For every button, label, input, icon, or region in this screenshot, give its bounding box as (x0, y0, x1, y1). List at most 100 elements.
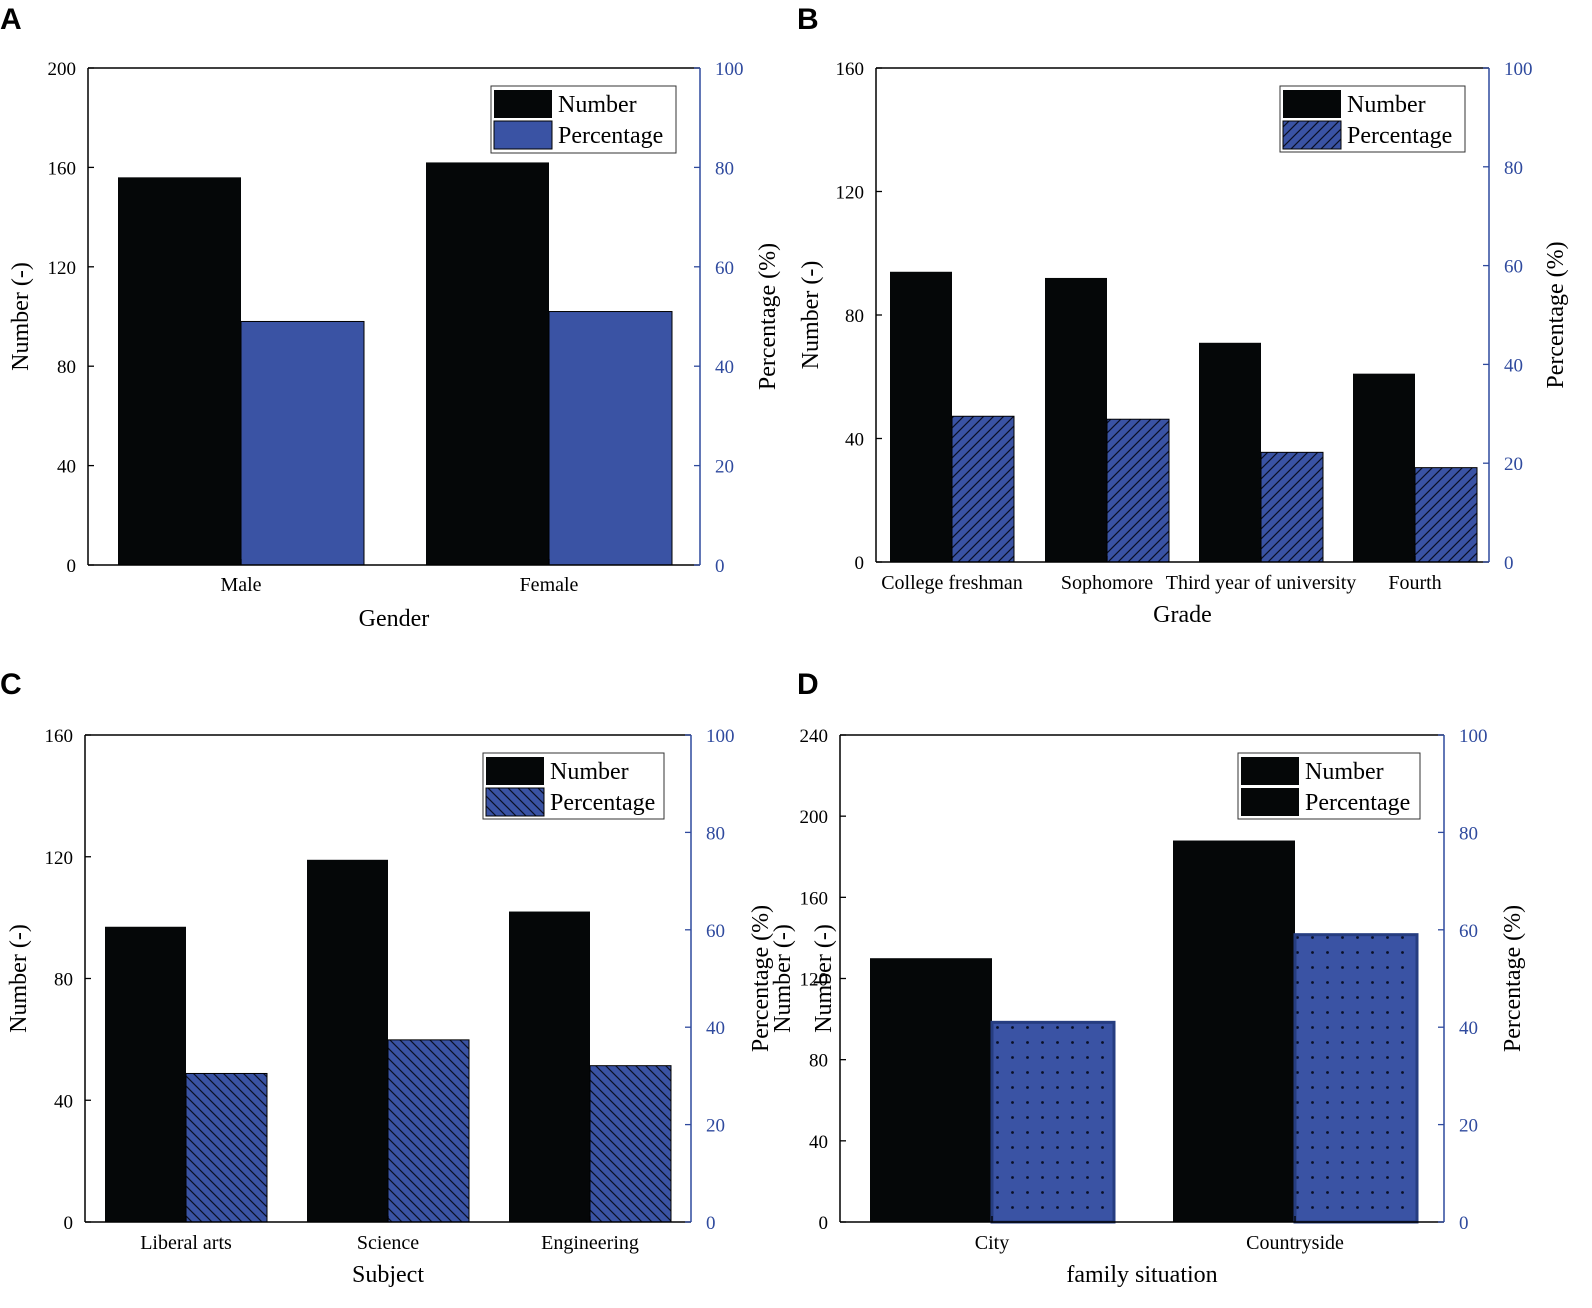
panel-d-legend-label-1: Percentage (1305, 790, 1410, 816)
panel-a-y2tick-label-3: 60 (715, 258, 734, 279)
panel-d-bar-number-1 (1173, 840, 1295, 1222)
panel-c-category-label-2: Engineering (541, 1232, 639, 1254)
panel-b-bar-number-2 (1199, 342, 1261, 562)
panel-d-legend: Number Percentage (1237, 752, 1421, 820)
panel-c-y2tick-label-2: 40 (706, 1018, 725, 1039)
panel-d-y2tick-label-2: 40 (1459, 1018, 1478, 1039)
panel-d-x-axis-title: family situation (1066, 1262, 1217, 1288)
panel-b: B 0 40 80 120 160 0 20 40 60 80 100 College freshman… (797, 3, 1569, 628)
panel-c-y2-axis-title: Percentage (%) (748, 905, 774, 1052)
panel-a-bar-number-0 (118, 177, 241, 565)
panel-d-ytick-label-3: 120 (800, 970, 829, 991)
panel-a-y2tick-label-0: 0 (715, 556, 725, 577)
panel-c-y-axis-title: Number (-) (6, 924, 32, 1033)
panel-b-category-label-0: College freshman (881, 572, 1023, 594)
panel-b-bar-number-3 (1353, 373, 1415, 562)
panel-a-category-label-1: Female (520, 574, 579, 596)
panel-c-bar-percentage-0 (185, 1072, 268, 1223)
panel-c-y2tick-label-0: 0 (706, 1213, 716, 1234)
panel-d-ytick-label-1: 40 (809, 1132, 828, 1153)
panel-a-legend-swatch-1 (493, 120, 553, 150)
panel-b-legend-swatch-0 (1283, 90, 1341, 118)
panel-c-ytick-label-2: 80 (54, 970, 73, 991)
panel-b-legend: Number Percentage (1279, 85, 1466, 153)
panel-d-y2tick-label-5: 100 (1459, 726, 1488, 747)
panel-d-category-label-0: City (975, 1232, 1009, 1254)
panel-c-legend-swatch-0 (486, 757, 544, 785)
panel-b-y2tick-label-4: 80 (1504, 158, 1523, 179)
panel-b-bar-number-0 (890, 271, 952, 562)
panel-a-y2tick-label-4: 80 (715, 158, 734, 179)
panel-a-legend-label-0: Number (558, 92, 637, 118)
panel-a-category-label-0: Male (220, 574, 261, 596)
panel-b-category-label-2: Third year of university (1166, 572, 1357, 594)
panel-d-legend-swatch-0 (1241, 757, 1299, 785)
panel-b-legend-swatch-1 (1282, 120, 1342, 150)
panel-b-y2tick-label-5: 100 (1504, 59, 1533, 80)
panel-a-bar-number-1 (426, 162, 549, 565)
panel-c-ytick-label-4: 160 (45, 726, 74, 747)
panel-c-y2tick-label-4: 80 (706, 823, 725, 844)
panel-d-bar-percentage-1 (1293, 933, 1419, 1224)
panel-a-bar-percentage-1 (548, 311, 673, 566)
panel-c-bar-number-1 (307, 859, 388, 1222)
panel-b-ytick-label-2: 80 (845, 306, 864, 327)
panel-a-y2tick-label-5: 100 (715, 59, 744, 80)
panel-c-x-axis-title: Subject (352, 1262, 424, 1288)
panel-c-ytick-label-1: 40 (54, 1091, 73, 1112)
panel-b-y2tick-label-1: 20 (1504, 454, 1523, 475)
panel-a: A 0 40 80 120 160 200 0 20 40 60 80 100 Male Female Gen… (0, 3, 781, 632)
panel-b-y2tick-label-0: 0 (1504, 553, 1514, 574)
panel-b-letter: B (797, 3, 819, 36)
panel-a-y2tick-label-1: 20 (715, 457, 734, 478)
panel-d-y2tick-label-3: 60 (1459, 921, 1478, 942)
panel-c-category-label-1: Science (357, 1232, 419, 1254)
panel-d-letter: D (797, 668, 819, 701)
panel-c-legend: Number Percentage (482, 752, 665, 820)
panel-b-ytick-label-3: 120 (836, 183, 865, 204)
panel-b-bar-percentage-3 (1414, 467, 1478, 563)
panel-a-ytick-label-1: 40 (57, 457, 76, 478)
panel-b-category-label-1: Sophomore (1061, 572, 1153, 594)
panel-d-ytick-label-5: 200 (800, 807, 829, 828)
panel-d-bar-percentage-0 (990, 1020, 1116, 1224)
panel-a-ytick-label-3: 120 (48, 258, 77, 279)
panel-a-legend: Number Percentage (490, 85, 677, 154)
panel-d-bar-number-0 (870, 958, 992, 1222)
panel-c-legend-swatch-1 (485, 787, 545, 817)
panel-d-y2-axis-title: Percentage (%) (1500, 905, 1526, 1052)
panel-a-ytick-label-4: 160 (48, 158, 77, 179)
panel-d-ytick-label-0: 0 (819, 1213, 829, 1234)
panel-c-bar-percentage-2 (589, 1065, 672, 1223)
panel-a-legend-label-1: Percentage (558, 123, 663, 149)
panel-c-bar-percentage-1 (387, 1039, 470, 1223)
panel-a-letter: A (0, 3, 22, 36)
panel-c-letter: C (0, 668, 22, 701)
panel-c-y2-axis-title-1: Number (-) (770, 924, 796, 1033)
panel-c-legend-label-0: Number (550, 759, 629, 785)
panel-b-bar-percentage-0 (951, 415, 1015, 563)
panel-b-y2tick-label-3: 60 (1504, 257, 1523, 278)
panel-d-y2tick-label-0: 0 (1459, 1213, 1469, 1234)
panel-d-ytick-label-2: 80 (809, 1051, 828, 1072)
panel-b-ytick-label-4: 160 (836, 59, 865, 80)
panel-b-y2tick-label-2: 40 (1504, 355, 1523, 376)
panel-c-bar-number-2 (509, 911, 590, 1222)
panel-d-ytick-label-6: 240 (800, 726, 829, 747)
panel-b-x-axis-title: Grade (1153, 602, 1212, 628)
panel-a-y2tick-label-2: 40 (715, 357, 734, 378)
panel-c-y2tick-label-3: 60 (706, 921, 725, 942)
panel-b-bar-percentage-1 (1106, 418, 1170, 563)
panel-c-ytick-label-0: 0 (64, 1213, 74, 1234)
panel-b-category-label-3: Fourth (1388, 572, 1441, 594)
panel-d-y2tick-label-4: 80 (1459, 823, 1478, 844)
panel-b-ytick-label-1: 40 (845, 430, 864, 451)
panel-a-y2-axis-title: Percentage (%) (755, 243, 781, 390)
panel-a-ytick-label-2: 80 (57, 357, 76, 378)
panel-a-x-axis-title: Gender (359, 606, 430, 632)
panel-b-y2-axis-title: Percentage (%) (1543, 241, 1569, 388)
panel-c-legend-label-1: Percentage (550, 790, 655, 816)
panel-c-y2tick-label-5: 100 (706, 726, 735, 747)
panel-d-ytick-label-4: 160 (800, 888, 829, 909)
panel-a-legend-swatch-0 (494, 90, 552, 118)
